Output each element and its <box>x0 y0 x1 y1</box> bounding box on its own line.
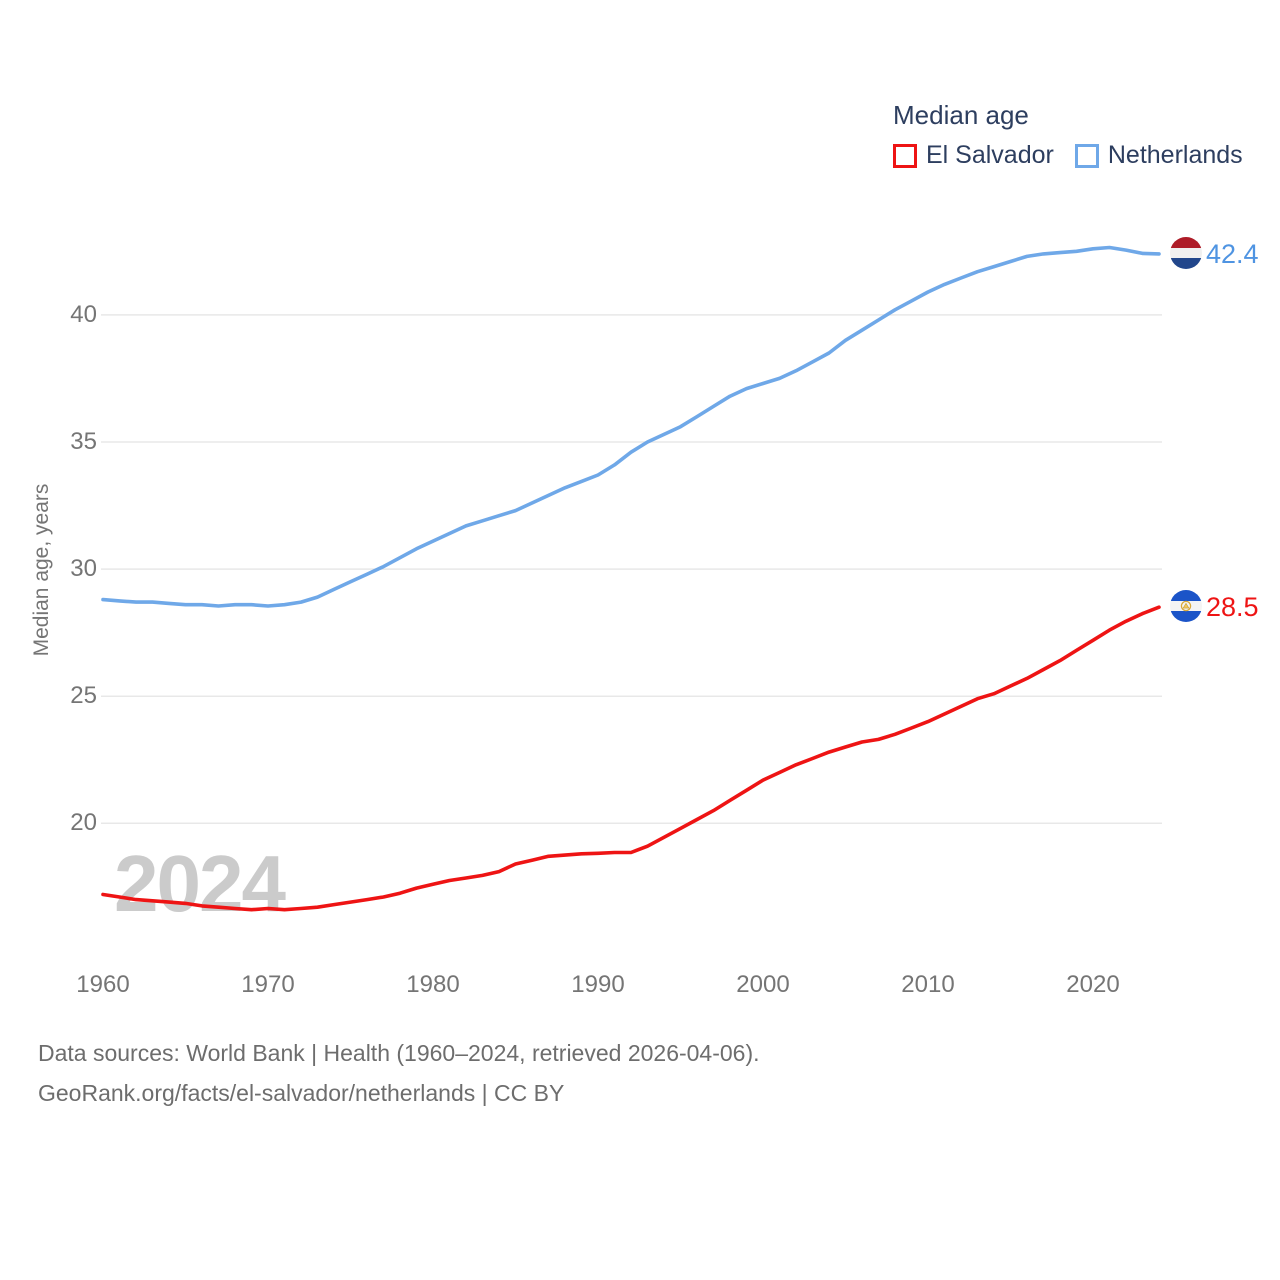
legend-item-netherlands[interactable]: Netherlands <box>1074 141 1243 170</box>
legend-title: Median age <box>893 100 1029 130</box>
y-tick-label: 30 <box>70 555 97 583</box>
el-salvador-end-value: 28.5 <box>1206 592 1259 622</box>
y-tick-label: 25 <box>70 682 97 710</box>
netherlands-end-value: 42.4 <box>1206 239 1259 269</box>
legend: Median age El Salvador Netherlands <box>893 100 1243 170</box>
legend-item-label: El Salvador <box>926 141 1054 169</box>
x-tick-label: 1960 <box>76 971 130 998</box>
x-tick-label: 1980 <box>406 971 460 998</box>
legend-items: El Salvador Netherlands <box>893 141 1243 170</box>
x-tick-label: 1990 <box>571 971 625 998</box>
footer-attribution: GeoRank.org/facts/el-salvador/netherland… <box>38 1080 565 1106</box>
series-line-el-salvador <box>101 605 1161 912</box>
netherlands-swatch-icon <box>1074 143 1099 168</box>
el-salvador-swatch-icon <box>893 143 917 168</box>
y-axis-title: Median age, years <box>30 483 53 657</box>
x-tick-label: 2010 <box>901 971 955 998</box>
el-salvador-flag-icon <box>1170 590 1202 622</box>
series-lines <box>101 245 1161 912</box>
netherlands-flag-icon <box>1170 237 1202 269</box>
footer: Data sources: World Bank | Health (1960–… <box>38 1033 760 1113</box>
y-tick-label: 40 <box>70 300 97 328</box>
y-tick-label: 20 <box>70 809 97 837</box>
footer-data-sources: Data sources: World Bank | Health (1960–… <box>38 1040 760 1066</box>
x-tick-label: 1970 <box>241 971 295 998</box>
series-line-netherlands <box>101 245 1161 608</box>
legend-item-label: Netherlands <box>1107 141 1243 169</box>
y-tick-label: 35 <box>70 428 97 455</box>
gridlines <box>101 314 1162 825</box>
x-tick-label: 2020 <box>1066 971 1120 998</box>
x-tick-label: 2000 <box>736 971 790 998</box>
watermark-year: 2024 <box>114 839 286 928</box>
legend-item-el-salvador[interactable]: El Salvador <box>893 141 1054 170</box>
